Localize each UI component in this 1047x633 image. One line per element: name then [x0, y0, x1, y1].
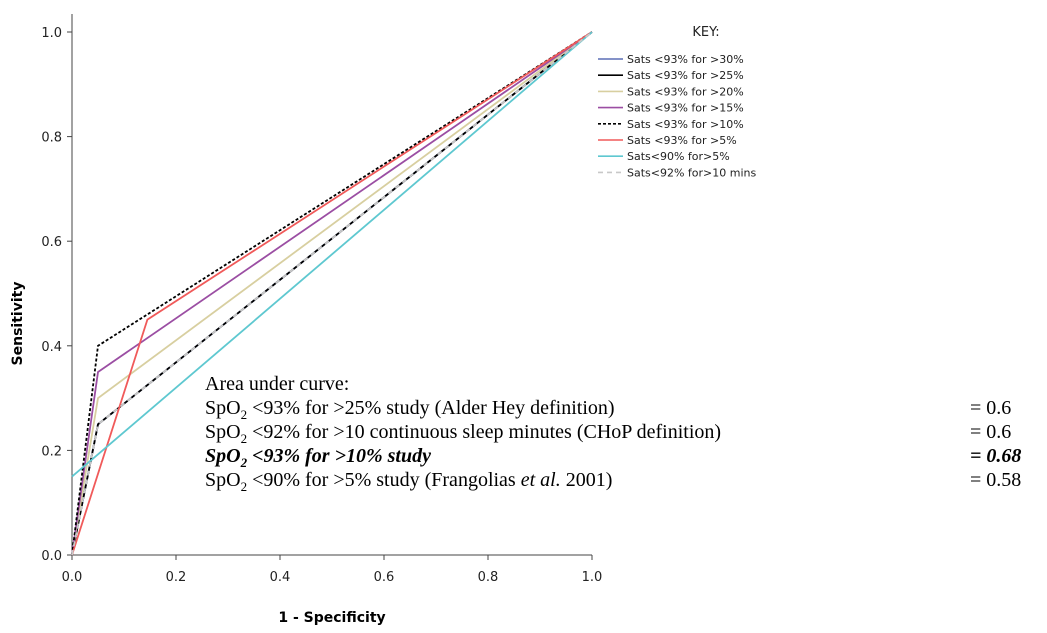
auc-label: SpO2 <93% for >25% study (Alder Hey defi… [205, 397, 615, 422]
y-tick-label: 0.8 [41, 131, 62, 146]
x-tick-label: 1.0 [582, 570, 603, 585]
legend-title: KEY: [692, 25, 719, 40]
series-line-5 [71, 31, 593, 556]
series-line-4 [71, 31, 593, 556]
auc-value: = 0.6 [970, 397, 1012, 419]
legend-label: Sats <93% for >15% [627, 102, 744, 115]
axes: 0.0 0.2 0.4 0.6 0.8 1.0 0.0 0.2 0.4 0.6 0.8 1.0 1 - … [10, 14, 602, 626]
legend-label: Sats <93% for >30% [627, 53, 744, 66]
x-tick-label: 0.8 [478, 570, 499, 585]
legend-label: Sats <93% for >5% [627, 134, 737, 147]
auc-row: SpO2 <93% for >25% study (Alder Hey defi… [205, 396, 1045, 422]
auc-heading-row: Area under curve: [205, 372, 1045, 396]
legend-label: Sats<92% for>10 mins [627, 166, 757, 179]
y-tick-label: 0.6 [41, 235, 62, 250]
auc-value: = 0.58 [970, 469, 1022, 491]
auc-value: = 0.6 [970, 421, 1012, 443]
x-tick-label: 0.2 [166, 570, 187, 585]
auc-row: SpO2 <93% for >10% study = 0.68 [205, 444, 1045, 470]
x-tick-label: 0.6 [374, 570, 395, 585]
y-tick-label: 1.0 [41, 26, 62, 41]
auc-heading: Area under curve: [205, 373, 350, 395]
auc-rows: SpO2 <93% for >25% study (Alder Hey defi… [205, 396, 1045, 494]
legend: KEY: Sats <93% for >30% Sats <93% for >25%… [598, 25, 757, 179]
auc-label: SpO2 <93% for >10% study [205, 445, 431, 470]
series-line-6 [71, 31, 593, 478]
legend-label: Sats<90% for>5% [627, 150, 730, 163]
auc-annotation: Area under curve: SpO2 <93% for >25% stu… [205, 372, 1045, 494]
auc-row: SpO2 <92% for >10 continuous sleep minut… [205, 420, 1045, 446]
x-axis-title: 1 - Specificity [278, 610, 385, 626]
y-tick-label: 0.4 [41, 340, 62, 355]
x-tick-label: 0.0 [62, 570, 83, 585]
series-line-3 [71, 31, 593, 556]
auc-label: SpO2 <92% for >10 continuous sleep minut… [205, 421, 722, 446]
y-tick-label: 0.0 [41, 549, 62, 564]
legend-label: Sats <93% for >25% [627, 69, 744, 82]
series-lines [71, 31, 593, 556]
auc-row: SpO2 <90% for >5% study (Frangolias et a… [205, 468, 1045, 494]
series-line-2 [71, 31, 593, 556]
legend-label: Sats <93% for >10% [627, 118, 744, 131]
y-axis-title: Sensitivity [10, 282, 26, 366]
y-tick-label: 0.2 [41, 444, 62, 459]
series-line-7 [71, 31, 593, 556]
auc-label: SpO2 <90% for >5% study (Frangolias et a… [205, 469, 613, 494]
auc-value: = 0.68 [970, 445, 1022, 467]
legend-label: Sats <93% for >20% [627, 85, 744, 98]
x-tick-label: 0.4 [270, 570, 291, 585]
